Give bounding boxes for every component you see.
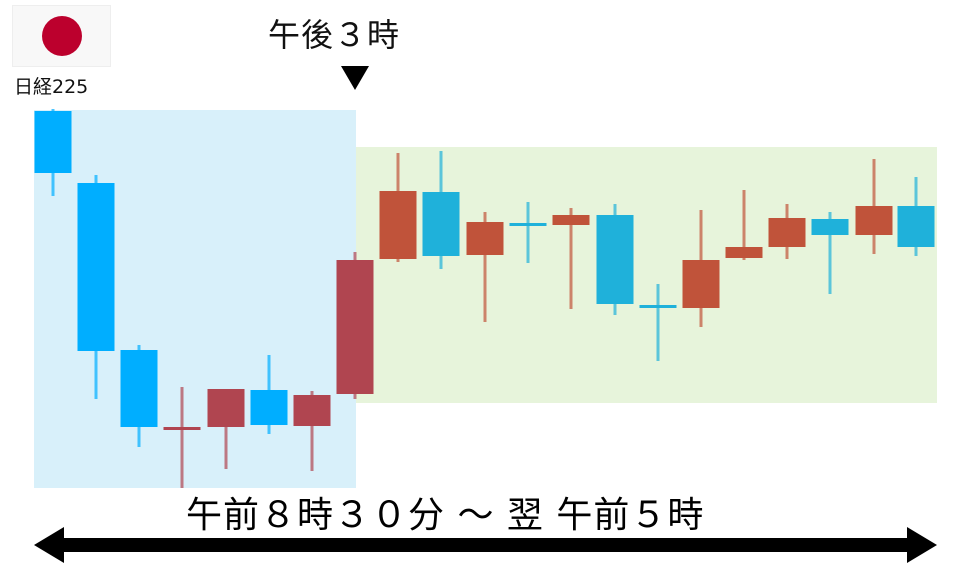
candle-body (77, 183, 115, 351)
candle-4-up (163, 387, 201, 488)
candle-wick (224, 389, 228, 469)
candle-1-down (34, 109, 72, 196)
marker-label: 午後３時 (268, 16, 401, 54)
candle-2-down (77, 175, 115, 399)
candle-10-down (422, 151, 460, 269)
candle-body (897, 206, 935, 247)
candle-body (552, 215, 590, 225)
candle-body (682, 260, 720, 308)
candle-body (596, 215, 634, 304)
candle-6-down (250, 355, 288, 434)
candle-body (163, 427, 201, 430)
candle-wick (656, 284, 660, 361)
candle-body (725, 247, 763, 258)
candle-5-up (207, 389, 245, 469)
candle-body (639, 305, 677, 308)
candle-17-up (725, 190, 763, 260)
candle-body (466, 222, 504, 255)
candle-body (768, 218, 806, 247)
candle-19-down (811, 212, 849, 294)
candle-21-down (897, 177, 935, 256)
candle-body (336, 260, 374, 394)
candle-13-up (552, 208, 590, 309)
candle-18-up (768, 204, 806, 259)
flag-sun (42, 16, 82, 56)
candle-body (422, 192, 460, 256)
candle-wick (569, 208, 573, 309)
candle-body (34, 111, 72, 173)
candle-wick (742, 190, 746, 260)
down-triangle-icon (341, 66, 369, 90)
candle-body (811, 219, 849, 235)
period-label: 午前８時３０分 ～ 翌 午前５時 (186, 495, 705, 536)
double-headed-arrow-icon (34, 527, 937, 563)
candle-15-down (639, 284, 677, 361)
candle-body (509, 223, 547, 226)
index-name: 日経225 (14, 76, 89, 98)
candle-wick (180, 387, 184, 488)
candle-body (379, 191, 417, 259)
candle-12-down (509, 202, 547, 263)
candle-16-up (682, 210, 720, 327)
candle-7-up (293, 391, 331, 471)
candle-wick (828, 212, 832, 294)
candle-wick (483, 212, 487, 322)
japan-flag-icon (12, 5, 111, 67)
candle-8-up (336, 252, 374, 399)
candle-11-up (466, 212, 504, 322)
candle-body (207, 389, 245, 427)
candle-body (855, 206, 893, 235)
candle-wick (310, 391, 314, 471)
candle-body (293, 395, 331, 426)
candle-9-up (379, 153, 417, 262)
candle-3-down (120, 345, 158, 447)
candle-wick (526, 202, 530, 263)
candle-body (250, 390, 288, 425)
candle-20-up (855, 159, 893, 254)
candle-14-down (596, 204, 634, 315)
night-session-background (356, 147, 937, 403)
candle-body (120, 350, 158, 427)
